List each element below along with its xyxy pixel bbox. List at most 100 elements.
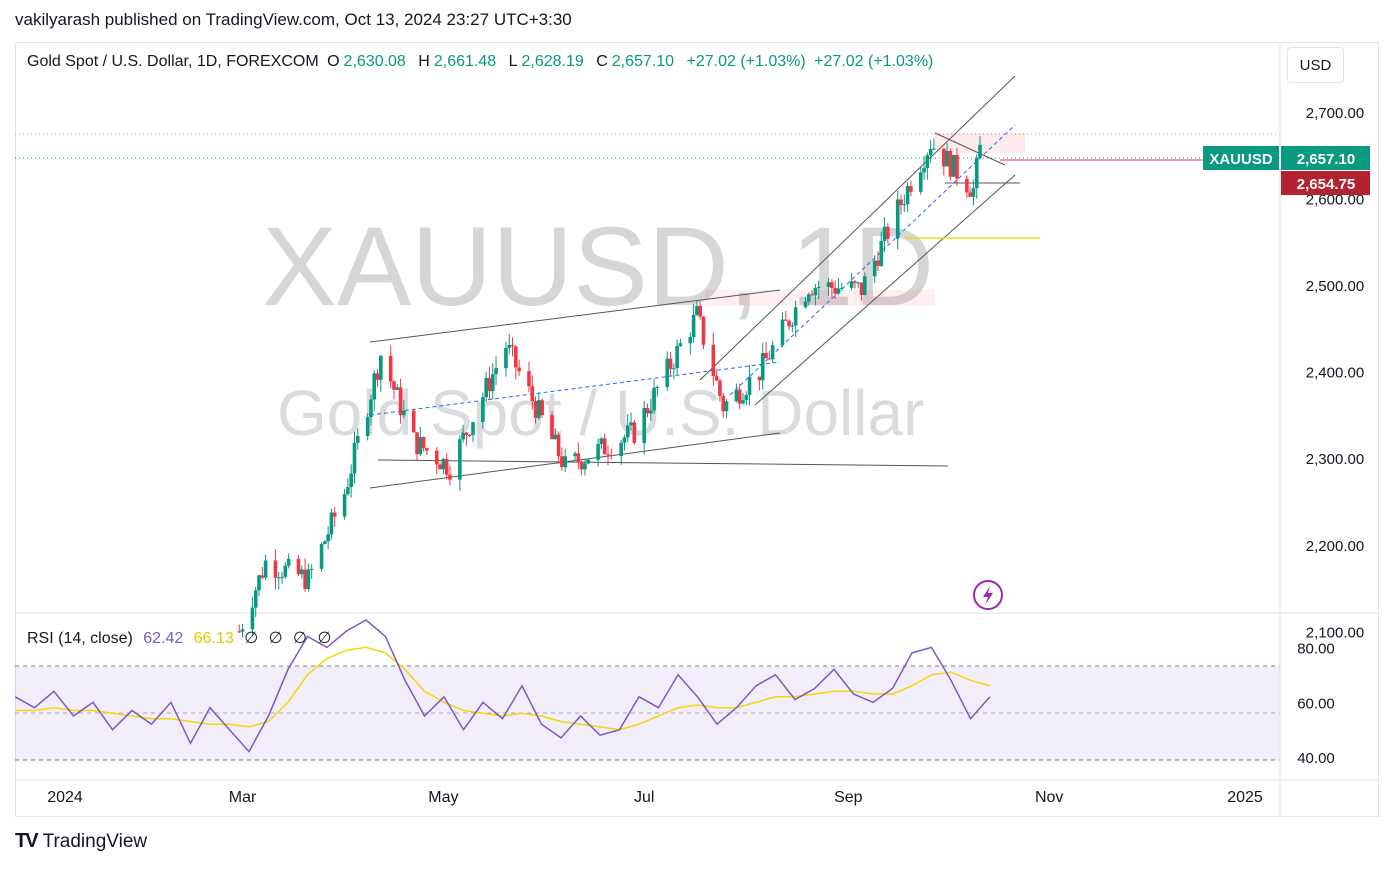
time-tick-label: May	[428, 789, 458, 806]
candle-body	[602, 438, 607, 455]
rsi-axis[interactable]: 80.00 60.00 40.00	[1297, 640, 1335, 767]
candle-body	[342, 494, 347, 517]
candle-body	[606, 454, 610, 456]
candle-body	[395, 387, 400, 390]
candle-body	[741, 400, 745, 404]
rsi-line	[14, 619, 991, 753]
channel2-mid-dashed[interactable]	[729, 124, 1016, 396]
candle-body	[583, 463, 587, 470]
candle-body	[918, 172, 923, 192]
price-tick-label: 2,600.00	[1306, 192, 1364, 209]
channel2-upper[interactable]	[699, 75, 1016, 381]
candle-body	[813, 287, 818, 296]
candle-body	[411, 410, 416, 433]
candle-body	[876, 260, 880, 266]
time-axis[interactable]: 2024 Mar May Jul Sep Nov 2025	[47, 789, 1263, 806]
candle-body	[237, 631, 242, 633]
brand-name: TradingView	[42, 830, 148, 852]
candle-body	[487, 377, 492, 392]
candle-body	[471, 422, 475, 435]
candle-body	[540, 400, 544, 416]
candle-body	[560, 456, 564, 468]
candle-body	[698, 305, 702, 317]
candle-body	[319, 543, 324, 569]
candle-body	[527, 371, 531, 387]
time-tick-label: 2025	[1227, 789, 1263, 806]
candle-body	[553, 434, 558, 440]
candle-body	[965, 178, 969, 193]
candle-body	[872, 260, 877, 277]
candle-body	[968, 192, 972, 197]
candle-body	[490, 374, 495, 392]
price-tick-label: 2,700.00	[1306, 105, 1364, 122]
candle-body	[273, 560, 278, 578]
channel1-upper[interactable]	[369, 289, 781, 343]
candle-body	[632, 422, 637, 443]
lightning-icon[interactable]	[973, 580, 1003, 610]
candle-body	[816, 286, 821, 288]
candle-body	[948, 150, 953, 177]
trendline-drawings[interactable]	[369, 75, 1020, 489]
channel1-lower[interactable]	[369, 432, 781, 489]
candle-body	[905, 186, 910, 205]
candle-body	[629, 422, 633, 426]
candle-body	[665, 358, 670, 387]
currency-button[interactable]: USD	[1287, 47, 1344, 83]
candle-body	[421, 437, 426, 449]
candle-body	[978, 144, 982, 158]
candle-body	[787, 320, 791, 327]
rsi-tick-label: 40.00	[1297, 750, 1335, 767]
rsi-title[interactable]: RSI (14, close)	[27, 630, 133, 647]
high-label: H	[418, 53, 430, 70]
candle-body	[494, 368, 498, 375]
candle-body	[309, 568, 314, 570]
candle-body	[352, 442, 357, 474]
candle-body	[793, 307, 798, 326]
candle-body	[461, 432, 465, 440]
chart-panel[interactable]	[15, 42, 1379, 817]
secondary-price-tag: 2,654.75	[1297, 176, 1355, 193]
candle-body	[517, 367, 521, 372]
candle-body	[675, 345, 679, 369]
candle-body	[332, 512, 337, 517]
channel2-lower[interactable]	[754, 174, 1016, 406]
candle-body	[586, 459, 591, 464]
candle-body	[369, 399, 373, 418]
footer-brand[interactable]: TV TradingView	[15, 830, 147, 853]
flag-upper[interactable]	[934, 132, 1006, 166]
candle-body	[862, 276, 867, 296]
candle-body	[458, 439, 462, 480]
candle-body	[415, 432, 419, 455]
price-axis[interactable]: 2,700.00 2,600.00 2,500.00 2,400.00 2,300.00…	[1306, 105, 1364, 641]
candle-body	[556, 434, 561, 457]
candle-body	[760, 353, 765, 381]
target-zone-red[interactable]	[705, 290, 935, 306]
candle-body	[349, 473, 353, 488]
candle-body	[596, 444, 600, 460]
candle-series[interactable]	[237, 136, 982, 638]
time-tick-label: Nov	[1035, 789, 1063, 806]
candle-body	[444, 458, 449, 475]
rsi-extra-1: ∅	[244, 630, 259, 647]
horizontal-support[interactable]	[377, 459, 949, 467]
time-tick-label: 2024	[47, 789, 83, 806]
candle-body	[260, 575, 265, 578]
candle-body	[599, 438, 604, 445]
candle-body	[514, 346, 518, 368]
candle-body	[678, 343, 683, 346]
low-label: L	[508, 53, 518, 70]
candle-body	[945, 150, 949, 167]
candle-body	[882, 226, 887, 241]
candle-body	[642, 407, 647, 443]
candle-body	[971, 188, 976, 197]
candle-body	[576, 453, 581, 463]
candle-body	[922, 168, 926, 173]
rsi-ma-value: 66.13	[193, 630, 234, 647]
symbol-tag-bg	[1203, 146, 1279, 170]
symbol-description[interactable]: Gold Spot / U.S. Dollar, 1D, FOREXCOM	[27, 53, 319, 70]
rsi-legend: RSI (14, close) 62.42 66.13 ∅ ∅ ∅ ∅	[27, 628, 331, 648]
candle-body	[355, 436, 360, 443]
close-value: 2,657.10	[611, 53, 675, 70]
rsi-extra-4: ∅	[317, 630, 332, 647]
